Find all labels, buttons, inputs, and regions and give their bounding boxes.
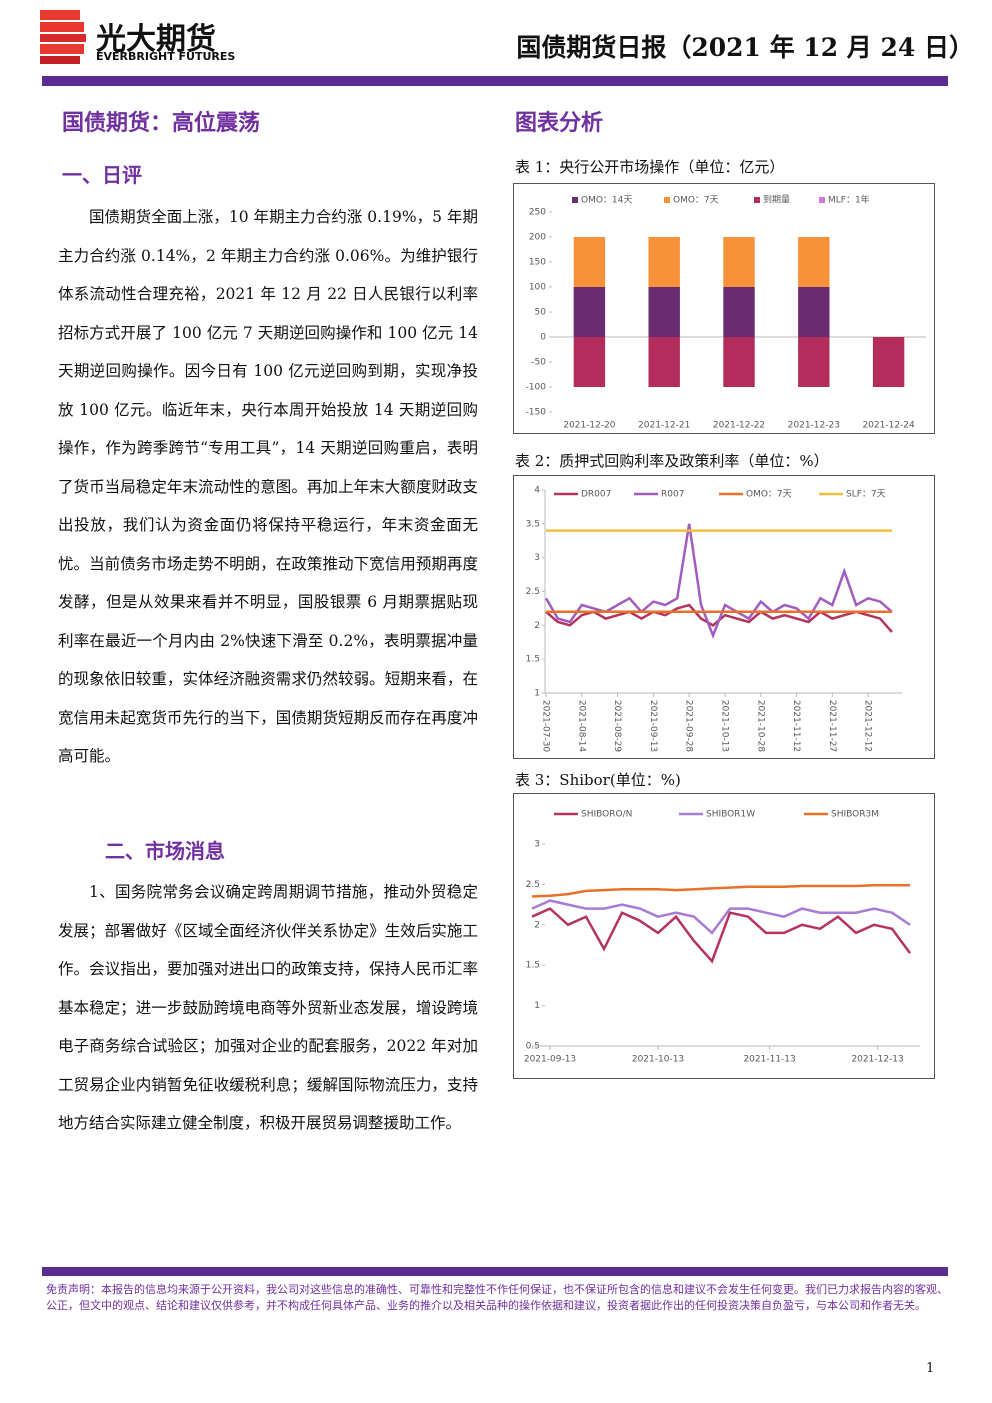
bar bbox=[798, 337, 830, 387]
bar bbox=[798, 287, 830, 337]
chart-section-title: 图表分析 bbox=[515, 110, 604, 136]
bar bbox=[723, 237, 755, 287]
chart: 1 1.5 2 2.5 3 3.5 4 DR007 R007 OMO：7天 SLF：7天 2021-0… bbox=[513, 475, 935, 759]
y-tick-label: 2.5 bbox=[526, 587, 540, 597]
x-tick-label: 2021-12-24 bbox=[862, 421, 915, 431]
legend-label: OMO：7天 bbox=[673, 196, 719, 206]
y-tick-label: -100 bbox=[526, 383, 547, 393]
footer-bar bbox=[42, 1267, 948, 1276]
x-tick-label: 2021-07-30 bbox=[541, 700, 551, 753]
y-tick-label: 1.5 bbox=[526, 655, 540, 665]
x-tick-label: 2021-09-13 bbox=[524, 1055, 576, 1065]
section-title: 一、日评 bbox=[62, 163, 142, 187]
x-tick-label: 2021-11-12 bbox=[791, 700, 801, 752]
y-tick-label: 50 bbox=[535, 308, 547, 318]
chart-title: 表 2：质押式回购利率及政策利率（单位：%） bbox=[515, 452, 829, 470]
legend-label: DR007 bbox=[581, 490, 611, 500]
section-title: 二、市场消息 bbox=[105, 839, 225, 863]
legend-label: 到期量 bbox=[763, 194, 790, 206]
legend-label: OMO：7天 bbox=[746, 490, 792, 500]
x-tick-label: 2021-09-28 bbox=[684, 700, 694, 753]
x-tick-label: 2021-12-13 bbox=[851, 1055, 903, 1065]
brand-en: EVERBRIGHT FUTURES bbox=[96, 50, 236, 63]
y-tick-label: 0 bbox=[540, 333, 546, 343]
disclaimer: 免责声明：本报告的信息均来源于公开资料，我公司对这些信息的准确性、可靠性和完整性… bbox=[46, 1283, 948, 1312]
chart: -150 -100 -50 0 50 100 150 200 250 OMO：14天 OMO：7天 到… bbox=[513, 183, 935, 434]
y-tick-label: 2.5 bbox=[526, 880, 540, 890]
y-tick-label: -150 bbox=[526, 408, 547, 418]
y-tick-label: 2 bbox=[534, 621, 540, 631]
bar bbox=[648, 337, 680, 387]
legend-label: R007 bbox=[661, 490, 684, 500]
legend-marker bbox=[664, 197, 670, 203]
x-tick-label: 2021-10-13 bbox=[719, 700, 729, 752]
line bbox=[531, 907, 912, 964]
x-tick-label: 2021-10-28 bbox=[755, 700, 765, 753]
line bbox=[544, 523, 893, 639]
x-tick-label: 2021-08-14 bbox=[576, 700, 586, 753]
y-tick-label: 4 bbox=[534, 486, 540, 496]
y-tick-label: 3.5 bbox=[526, 519, 540, 529]
x-tick-label: 2021-11-13 bbox=[743, 1055, 795, 1065]
legend-marker bbox=[819, 197, 825, 203]
bar bbox=[798, 237, 830, 287]
x-tick-label: 2021-11-27 bbox=[827, 700, 837, 752]
chart-title: 表 3：Shibor(单位：%) bbox=[515, 771, 681, 789]
legend-label: SLF：7天 bbox=[846, 490, 886, 500]
y-tick-label: 3 bbox=[534, 553, 540, 563]
bar bbox=[573, 237, 606, 287]
bar bbox=[573, 337, 606, 387]
report-title: 国债期货日报（2021 年 12 月 24 日） bbox=[516, 33, 974, 62]
line bbox=[531, 883, 910, 898]
bar bbox=[648, 287, 680, 337]
x-tick-label: 2021-08-29 bbox=[612, 700, 622, 753]
y-tick-label: 250 bbox=[529, 208, 546, 218]
bar bbox=[723, 337, 755, 387]
bar bbox=[648, 237, 680, 287]
x-tick-label: 2021-12-12 bbox=[863, 700, 873, 752]
y-tick-label: 1 bbox=[534, 689, 540, 699]
x-tick-label: 2021-12-23 bbox=[788, 421, 840, 431]
chart-title: 表 1：央行公开市场操作（单位：亿元） bbox=[515, 158, 785, 176]
y-tick-label: -50 bbox=[531, 358, 546, 368]
line bbox=[531, 899, 911, 935]
y-tick-label: 100 bbox=[529, 283, 546, 293]
y-tick-label: 3 bbox=[534, 840, 540, 850]
legend-marker bbox=[572, 197, 578, 203]
y-tick-label: 2 bbox=[534, 920, 540, 930]
paragraph: 国债期货全面上涨，10 年期主力合约涨 0.19%，5 年期主力合约涨 0.14… bbox=[58, 208, 478, 765]
page-number: 1 bbox=[926, 1361, 935, 1376]
x-tick-label: 2021-09-13 bbox=[648, 700, 658, 752]
y-tick-label: 1 bbox=[534, 1001, 540, 1011]
legend-label: SHIBORO/N bbox=[581, 810, 632, 820]
x-tick-label: 2021-10-13 bbox=[632, 1055, 684, 1065]
y-tick-label: 200 bbox=[529, 233, 546, 243]
main-title: 国债期货：高位震荡 bbox=[62, 110, 261, 136]
paragraph: 1、国务院常务会议确定跨周期调节措施，推动外贸稳定发展；部署做好《区域全面经济伙… bbox=[58, 883, 478, 1132]
y-tick-label: 150 bbox=[529, 258, 546, 268]
y-tick-label: 1.5 bbox=[526, 961, 540, 971]
logo bbox=[40, 10, 86, 64]
x-tick-label: 2021-12-20 bbox=[563, 421, 616, 431]
header-bar bbox=[42, 76, 948, 86]
bar bbox=[872, 337, 905, 387]
bar bbox=[723, 287, 755, 337]
legend-label: OMO：14天 bbox=[581, 196, 632, 206]
legend-marker bbox=[754, 197, 760, 203]
legend-label: SHIBOR3M bbox=[831, 810, 879, 820]
legend-label: SHIBOR1W bbox=[706, 810, 755, 820]
x-tick-label: 2021-12-21 bbox=[638, 421, 690, 431]
legend-label: MLF：1年 bbox=[828, 194, 870, 206]
bar bbox=[573, 287, 606, 337]
x-tick-label: 2021-12-22 bbox=[713, 421, 765, 431]
brand: 光大期货 bbox=[96, 22, 216, 57]
